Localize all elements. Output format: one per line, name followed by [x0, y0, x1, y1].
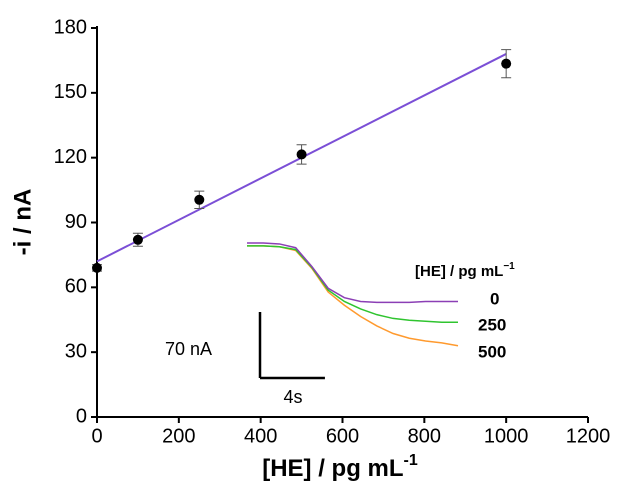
y-tick-label: 0 — [76, 405, 87, 427]
data-point — [296, 149, 307, 160]
y-tick-label: 90 — [65, 211, 87, 233]
trace — [247, 245, 459, 347]
legend-title: [HE] / pg mL−1 — [415, 261, 515, 280]
y-tick-label: 150 — [54, 81, 87, 103]
scale-bar-x-label: 4s — [283, 387, 302, 407]
data-point — [92, 262, 102, 273]
legend-label: 0 — [490, 289, 499, 308]
legend-label: 500 — [478, 342, 506, 361]
y-tick-label: 120 — [54, 146, 87, 168]
legend-label: 250 — [478, 315, 506, 334]
data-point — [501, 58, 512, 69]
x-tick-label: 1200 — [566, 425, 611, 447]
y-tick-label: 60 — [65, 276, 87, 298]
x-axis-label: [HE] / pg mL-1 — [262, 452, 418, 482]
data-point — [132, 234, 143, 245]
x-tick-label: 400 — [244, 425, 277, 447]
y-axis-label: -i / nA — [9, 189, 36, 256]
x-axis-label-sup: -1 — [404, 452, 418, 469]
x-tick-label: 200 — [162, 425, 195, 447]
x-tick-label: 0 — [91, 425, 102, 447]
x-tick-label: 800 — [408, 425, 441, 447]
y-tick-label: 30 — [65, 340, 87, 362]
x-axis-label-main: [HE] / pg mL — [262, 455, 403, 482]
trace — [247, 245, 458, 323]
trace — [247, 242, 458, 304]
x-tick-label: 1000 — [484, 425, 529, 447]
x-tick-label: 600 — [326, 425, 359, 447]
data-point — [194, 194, 205, 205]
scale-bar-y-label: 70 nA — [165, 339, 212, 359]
legend-title-main: [HE] / pg mL — [415, 263, 503, 280]
y-tick-label: 180 — [54, 16, 87, 38]
legend-title-sup: −1 — [503, 261, 515, 272]
